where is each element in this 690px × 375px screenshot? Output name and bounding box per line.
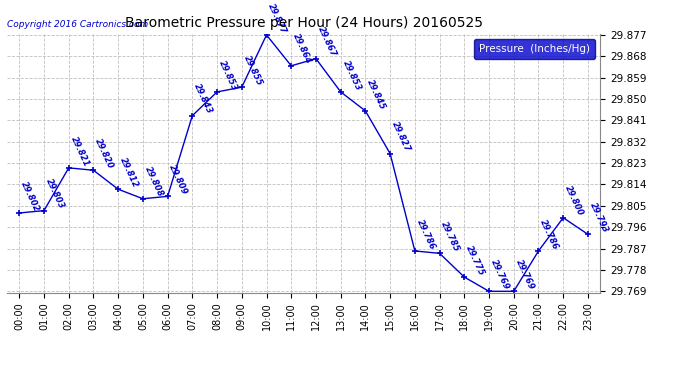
Text: 29.867: 29.867 bbox=[316, 26, 338, 58]
Text: 29.877: 29.877 bbox=[266, 2, 288, 35]
Text: 29.786: 29.786 bbox=[415, 218, 437, 251]
Title: Barometric Pressure per Hour (24 Hours) 20160525: Barometric Pressure per Hour (24 Hours) … bbox=[125, 16, 482, 30]
Text: 29.803: 29.803 bbox=[44, 177, 66, 211]
Text: 29.769: 29.769 bbox=[514, 258, 535, 291]
Text: Copyright 2016 Cartronics.com: Copyright 2016 Cartronics.com bbox=[7, 20, 148, 28]
Text: 29.809: 29.809 bbox=[168, 163, 190, 196]
Text: 29.820: 29.820 bbox=[93, 137, 115, 170]
Text: 29.843: 29.843 bbox=[193, 82, 214, 116]
Text: 29.855: 29.855 bbox=[241, 54, 264, 87]
Text: 29.786: 29.786 bbox=[538, 218, 560, 251]
Text: 29.853: 29.853 bbox=[341, 58, 362, 92]
Text: 29.853: 29.853 bbox=[217, 58, 239, 92]
Text: 29.812: 29.812 bbox=[118, 156, 140, 189]
Text: 29.821: 29.821 bbox=[69, 135, 90, 168]
Text: 29.827: 29.827 bbox=[390, 120, 412, 154]
Text: 29.845: 29.845 bbox=[366, 78, 387, 111]
Text: 29.775: 29.775 bbox=[464, 244, 486, 277]
Text: 29.864: 29.864 bbox=[291, 33, 313, 66]
Text: 29.808: 29.808 bbox=[143, 165, 165, 199]
Legend: Pressure  (Inches/Hg): Pressure (Inches/Hg) bbox=[473, 39, 595, 59]
Text: 29.769: 29.769 bbox=[489, 258, 511, 291]
Text: 29.785: 29.785 bbox=[440, 220, 462, 254]
Text: 29.802: 29.802 bbox=[19, 180, 41, 213]
Text: 29.800: 29.800 bbox=[563, 184, 585, 218]
Text: 29.793: 29.793 bbox=[588, 201, 610, 234]
